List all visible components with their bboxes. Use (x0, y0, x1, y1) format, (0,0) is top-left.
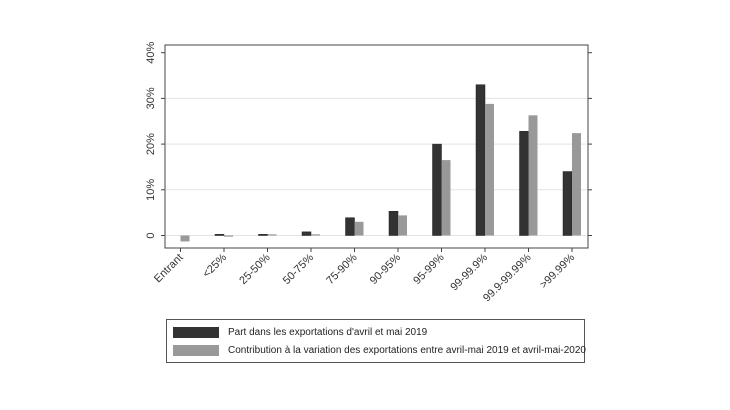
bar (267, 234, 277, 236)
bar (388, 211, 399, 236)
bar (441, 160, 451, 236)
gridlines (166, 97, 587, 236)
bar (519, 131, 529, 236)
x-tick-label: 75-90% (324, 251, 359, 286)
legend-swatch-gray (173, 344, 219, 356)
legend-item-share-2019: Part dans les exportations d'avril et ma… (173, 326, 427, 338)
bar (562, 171, 573, 236)
bar (180, 235, 190, 242)
bar (258, 234, 268, 236)
plot-frame (164, 44, 589, 249)
bar (432, 143, 442, 236)
bar (475, 84, 486, 236)
legend-item-contribution: Contribution à la variation des exportat… (173, 344, 586, 356)
bar (345, 217, 355, 236)
y-axis: 0 10% 20% 30% 40% (145, 41, 592, 239)
bar (528, 115, 538, 236)
x-tick-label: Entrant (152, 252, 186, 286)
y-tick-label: 40% (145, 41, 157, 63)
bar (214, 234, 225, 236)
bar (224, 235, 233, 237)
bar (354, 221, 364, 236)
legend-label: Contribution à la variation des exportat… (228, 344, 586, 356)
x-axis: Entrant <25% 25-50% 50-75% 75-90% 90-95% 95-99… (152, 248, 577, 304)
x-tick-label: <25% (201, 251, 230, 280)
x-tick-label: 99-99.9% (448, 251, 490, 293)
legend-swatch-dark (173, 326, 219, 338)
legend-label: Part dans les exportations d'avril et ma… (228, 326, 428, 338)
bar (485, 103, 494, 236)
x-tick-label: >99.99% (538, 251, 578, 291)
y-tick-label: 0 (145, 232, 157, 238)
x-tick-label: 90-95% (368, 251, 403, 286)
bars (180, 84, 581, 242)
y-tick-label: 20% (145, 133, 157, 155)
y-tick-label: 30% (145, 87, 157, 109)
bar-chart: 0 10% 20% 30% 40% Entrant <25% 25-50% 50-75% 75-… (145, 41, 592, 304)
y-tick-label: 10% (145, 179, 157, 201)
x-tick-label: 95-99% (411, 251, 446, 286)
x-tick-label: 25-50% (237, 251, 272, 286)
bar (301, 231, 312, 236)
bar (311, 234, 320, 236)
bar (572, 133, 581, 236)
bar (398, 215, 407, 236)
legend: Part dans les exportations d'avril et ma… (166, 319, 586, 363)
x-tick-label: 50-75% (281, 251, 316, 286)
